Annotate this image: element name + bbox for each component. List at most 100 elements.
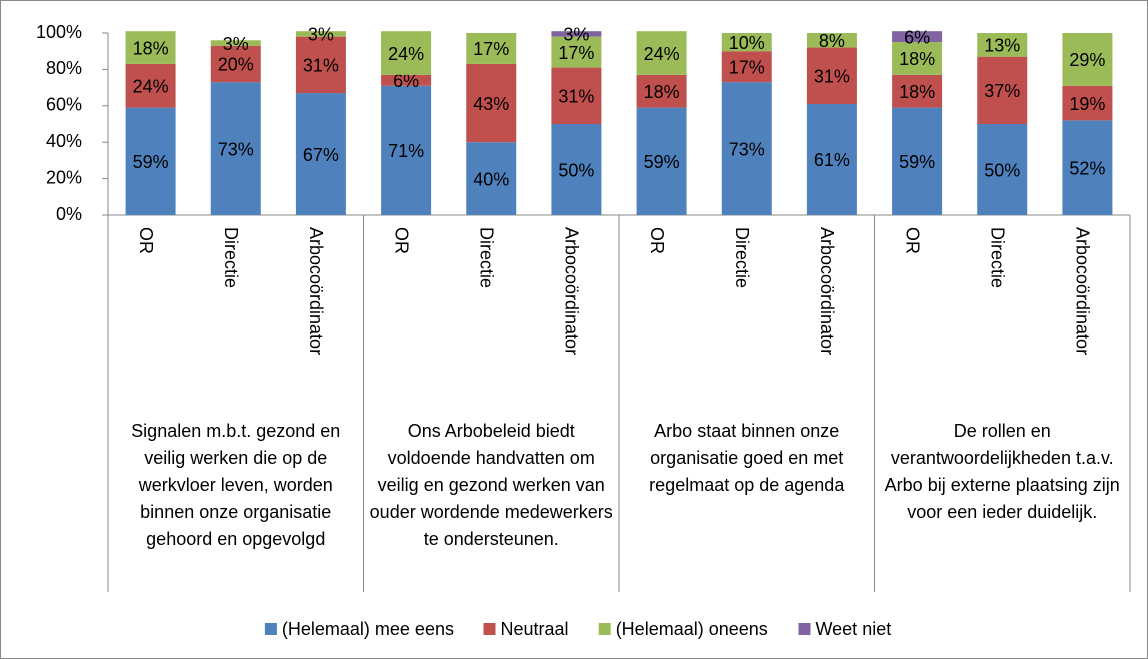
- bar-segment: [125, 63, 176, 108]
- data-label: 24%: [133, 77, 169, 97]
- data-label: 6%: [904, 27, 930, 47]
- data-label: 31%: [558, 87, 594, 107]
- bar-segment: [977, 33, 1028, 57]
- group-label: Arbo staat binnen onze organisatie goed …: [649, 421, 845, 495]
- bar-segment: [295, 36, 346, 94]
- bar-segment: [721, 51, 772, 83]
- data-label: 24%: [644, 44, 680, 64]
- bar-segment: [551, 124, 602, 215]
- data-label: 61%: [814, 150, 850, 170]
- legend-swatch: [483, 623, 496, 635]
- data-label: 59%: [133, 152, 169, 172]
- y-tick-label: 100%: [36, 22, 82, 42]
- data-label: 50%: [558, 160, 594, 180]
- bar-segment: [466, 63, 517, 143]
- y-tick-label: 60%: [46, 95, 82, 115]
- data-label: 71%: [388, 141, 424, 161]
- bar-segment: [210, 82, 261, 215]
- bar-segment: [210, 40, 261, 46]
- data-label: 20%: [218, 55, 254, 75]
- bar-segment: [381, 74, 432, 86]
- data-label: 73%: [218, 139, 254, 159]
- legend-swatch: [264, 623, 277, 635]
- y-tick-label: 0%: [56, 204, 82, 224]
- legend-label: (Helemaal) mee eens: [282, 619, 454, 639]
- bar-segment: [466, 33, 517, 64]
- data-label: 17%: [473, 39, 509, 59]
- x-tick-label: Arbocoördinator: [306, 227, 326, 355]
- data-label: 31%: [303, 56, 339, 76]
- data-label: 29%: [1069, 50, 1105, 70]
- bar-segment: [125, 31, 176, 64]
- bar-segment: [551, 67, 602, 124]
- data-label: 18%: [899, 49, 935, 69]
- data-label: 67%: [303, 145, 339, 165]
- bar-segment: [466, 142, 517, 215]
- bar-segment: [295, 93, 346, 215]
- data-label: 8%: [819, 31, 845, 51]
- bar-segment: [721, 82, 772, 215]
- bar-segment: [551, 31, 602, 37]
- x-tick-label: Directie: [732, 227, 752, 288]
- bar-segment: [1062, 120, 1113, 215]
- data-label: 37%: [984, 81, 1020, 101]
- bar-segment: [636, 107, 687, 215]
- bar-segment: [125, 107, 176, 215]
- x-tick-label: Directie: [477, 227, 497, 288]
- bar-segment: [1062, 33, 1113, 86]
- data-label: 40%: [473, 169, 509, 189]
- bar-segment: [381, 31, 432, 75]
- data-label: 3%: [563, 25, 589, 45]
- data-label: 3%: [308, 25, 334, 45]
- bar-segment: [210, 45, 261, 83]
- data-label: 59%: [644, 152, 680, 172]
- legend-label: Weet niet: [816, 619, 892, 639]
- bar-segment: [977, 56, 1028, 124]
- data-label: 52%: [1069, 158, 1105, 178]
- legend-label: (Helemaal) oneens: [616, 619, 768, 639]
- data-label: 24%: [388, 44, 424, 64]
- bar-segment: [636, 31, 687, 75]
- data-label: 19%: [1069, 94, 1105, 114]
- bar-segment: [295, 31, 346, 37]
- bar-segment: [381, 85, 432, 215]
- data-label: 17%: [729, 57, 765, 77]
- data-label: 13%: [984, 36, 1020, 56]
- bar-segment: [892, 107, 943, 215]
- data-label: 17%: [558, 43, 594, 63]
- group-label: Signalen m.b.t. gezond en veilig werken …: [131, 421, 341, 549]
- data-label: 59%: [899, 152, 935, 172]
- bar-segment: [892, 31, 943, 43]
- x-tick-label: OR: [136, 227, 156, 254]
- data-label: 73%: [729, 139, 765, 159]
- legend-swatch: [798, 623, 811, 635]
- bar-segment: [892, 74, 943, 108]
- data-label: 3%: [223, 34, 249, 54]
- y-tick-label: 80%: [46, 58, 82, 78]
- bar-segment: [721, 33, 772, 52]
- data-label: 43%: [473, 94, 509, 114]
- legend-label: Neutraal: [501, 619, 569, 639]
- x-tick-label: OR: [647, 227, 667, 254]
- data-label: 50%: [984, 160, 1020, 180]
- x-tick-label: OR: [902, 227, 922, 254]
- data-label: 10%: [729, 33, 765, 53]
- x-tick-label: Arbocoördinator: [1073, 227, 1093, 355]
- data-label: 31%: [814, 67, 850, 87]
- data-label: 18%: [899, 82, 935, 102]
- legend-swatch: [598, 623, 611, 635]
- bar-segment: [551, 36, 602, 68]
- data-label: 18%: [644, 82, 680, 102]
- bar-segment: [806, 33, 857, 48]
- x-tick-label: Arbocoördinator: [817, 227, 837, 355]
- data-label: 6%: [393, 71, 419, 91]
- x-tick-label: OR: [391, 227, 411, 254]
- bar-segment: [806, 47, 857, 104]
- data-label: 18%: [133, 38, 169, 58]
- y-tick-label: 40%: [46, 131, 82, 151]
- x-tick-label: Directie: [221, 227, 241, 288]
- x-tick-label: Directie: [988, 227, 1008, 288]
- x-tick-label: Arbocoördinator: [562, 227, 582, 355]
